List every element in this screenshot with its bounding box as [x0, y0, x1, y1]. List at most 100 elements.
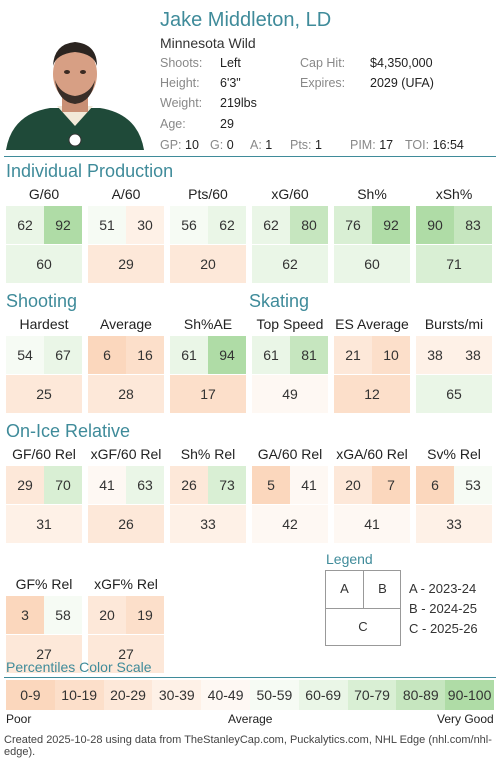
metric-xg-60-a: 62	[252, 206, 290, 244]
weight-label: Weight:	[160, 96, 203, 110]
metric-label-es-average: ES Average	[335, 316, 409, 332]
metric-sh-a: 76	[334, 206, 372, 244]
metric-g-60-b: 92	[44, 206, 82, 244]
metric-average-b: 16	[126, 336, 164, 374]
scale-bin-70-79: 70-79	[347, 680, 397, 710]
scale-bin-40-49: 40-49	[201, 680, 250, 710]
metric-label-sh-ae: Sh%AE	[183, 316, 233, 332]
metric-label-sh: Sh%	[357, 186, 387, 202]
stat-a: A: 1	[250, 138, 273, 152]
scale-bin-90-100: 90-100	[445, 680, 494, 710]
scale-bin-80-89: 80-89	[396, 680, 446, 710]
legend-b-text: B - 2024-25	[409, 601, 477, 616]
weight-value: 219lbs	[220, 96, 257, 110]
metric-es-average-b: 10	[372, 336, 410, 374]
metric-label-xga-60-rel: xGA/60 Rel	[336, 446, 408, 462]
scale-bin-30-39: 30-39	[152, 680, 202, 710]
metric-average-c: 28	[88, 375, 164, 413]
expires-value: 2029 (UFA)	[370, 76, 434, 90]
legend-c: C	[358, 619, 368, 634]
metric-xgf-60-rel-b: 63	[126, 466, 164, 504]
metric-a-60-c: 29	[88, 245, 164, 283]
metric-bursts-mi-a: 38	[416, 336, 454, 374]
section-skating: Skating	[249, 291, 310, 311]
stat-toi: TOI: 16:54	[405, 138, 464, 152]
metric-sv-rel-c: 33	[416, 505, 492, 543]
percentiles-scale-title: Percentiles Color Scale	[6, 659, 152, 675]
metric-a-60-b: 30	[126, 206, 164, 244]
age-label: Age:	[160, 117, 186, 131]
legend-a-text: A - 2023-24	[409, 581, 477, 596]
metric-xga-60-rel-c: 41	[334, 505, 410, 543]
metric-gf-60-rel-b: 70	[44, 466, 82, 504]
legend-box: A B C	[325, 570, 401, 646]
metric-es-average-a: 21	[334, 336, 372, 374]
scale-poor: Poor	[6, 712, 32, 726]
header-divider	[4, 156, 496, 157]
stat-g: G: 0	[210, 138, 234, 152]
height-label: Height:	[160, 76, 200, 90]
legend-title: Legend	[326, 551, 373, 567]
scale-very-good: Very Good	[437, 712, 494, 726]
scale-bin-20-29: 20-29	[103, 680, 153, 710]
scale-average: Average	[228, 712, 273, 726]
metric-sh-rel-b: 73	[208, 466, 246, 504]
metric-pts-60-c: 20	[170, 245, 246, 283]
metric-label-ga-60-rel: GA/60 Rel	[257, 446, 323, 462]
team-name: Minnesota Wild	[160, 35, 256, 51]
metric-sh-c: 60	[334, 245, 410, 283]
player-name: Jake Middleton, LD	[160, 9, 332, 31]
metric-label-pts-60: Pts/60	[188, 186, 228, 202]
metric-bursts-mi-c: 65	[416, 375, 492, 413]
metric-hardest-a: 54	[6, 336, 44, 374]
metric-xga-60-rel-b: 7	[372, 466, 410, 504]
stat-pim: PIM: 17	[350, 138, 394, 152]
metric-label-gf-60-rel: GF/60 Rel	[12, 446, 76, 462]
metric-xg-60-c: 62	[252, 245, 328, 283]
metric-sh-b: 92	[372, 206, 410, 244]
metric-hardest-b: 67	[44, 336, 82, 374]
shoots-row: Shoots:	[160, 56, 202, 70]
stat-gp: GP: 10	[160, 138, 199, 152]
metric-label-bursts-mi: Bursts/mi	[424, 316, 484, 332]
metric-label-a-60: A/60	[111, 186, 141, 202]
metric-label-gf-rel: GF% Rel	[15, 576, 73, 592]
metric-pts-60-a: 56	[170, 206, 208, 244]
metric-xsh-a: 90	[416, 206, 454, 244]
metric-gf-60-rel-a: 29	[6, 466, 44, 504]
metric-label-hardest: Hardest	[19, 316, 69, 332]
metric-ga-60-rel-c: 42	[252, 505, 328, 543]
metric-es-average-c: 12	[334, 375, 410, 413]
metric-top-speed-a: 61	[252, 336, 290, 374]
metric-sh-rel-c: 33	[170, 505, 246, 543]
metric-label-sv-rel: Sv% Rel	[427, 446, 481, 462]
metric-sv-rel-a: 6	[416, 466, 454, 504]
age-value: 29	[220, 117, 234, 131]
metric-gf-rel-a: 3	[6, 596, 44, 634]
metric-bursts-mi-b: 38	[454, 336, 492, 374]
metric-label-xsh: xSh%	[435, 186, 473, 202]
metric-top-speed-b: 81	[290, 336, 328, 374]
shoots-value: Left	[220, 56, 241, 70]
metric-label-g-60: G/60	[28, 186, 60, 202]
scale-divider	[4, 677, 496, 678]
metric-label-xgf-rel: xGF% Rel	[94, 576, 158, 592]
metric-top-speed-c: 49	[252, 375, 328, 413]
metric-ga-60-rel-a: 5	[252, 466, 290, 504]
legend-b: B	[378, 581, 387, 596]
metric-xsh-c: 71	[416, 245, 492, 283]
metric-xgf-60-rel-c: 26	[88, 505, 164, 543]
scale-bin-0-9: 0-9	[6, 680, 55, 710]
scale-bin-10-19: 10-19	[54, 680, 104, 710]
metric-xgf-60-rel-a: 41	[88, 466, 126, 504]
metric-label-xgf-60-rel: xGF/60 Rel	[90, 446, 162, 462]
stat-pts: Pts: 1	[290, 138, 322, 152]
metric-xgf-rel-c: 27	[88, 635, 164, 673]
scale-bin-50-59: 50-59	[250, 680, 299, 710]
metric-a-60-a: 51	[88, 206, 126, 244]
metric-label-xg-60: xG/60	[271, 186, 309, 202]
metric-label-top-speed: Top Speed	[256, 316, 324, 332]
metric-ga-60-rel-b: 41	[290, 466, 328, 504]
metric-g-60-a: 62	[6, 206, 44, 244]
metric-gf-rel-c: 27	[6, 635, 82, 673]
